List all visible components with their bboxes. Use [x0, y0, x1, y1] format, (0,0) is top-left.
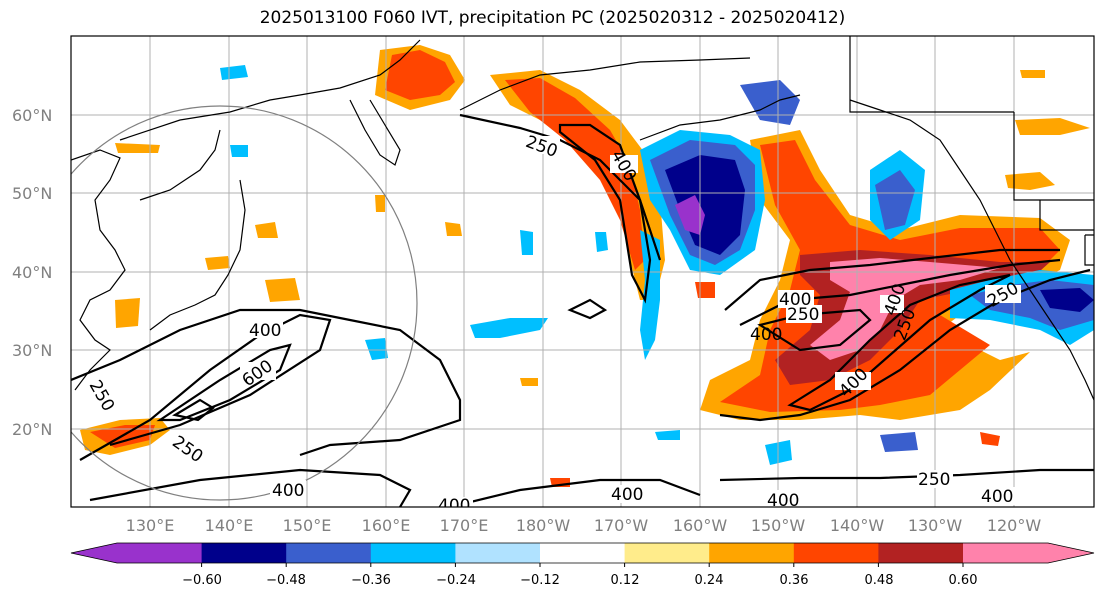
precip-region-lightblue	[230, 145, 248, 157]
precip-region-orange	[520, 378, 538, 386]
colorbar-swatch	[370, 543, 456, 563]
colorbar-tick-label: −0.48	[266, 573, 306, 588]
lon-label: 170°W	[594, 516, 649, 535]
precip-region-orange	[375, 195, 385, 212]
lon-label: 180°W	[516, 516, 571, 535]
lon-label: 140°E	[205, 516, 254, 535]
contour-label: 250	[787, 305, 819, 325]
map-title: 2025013100 F060 IVT, precipitation PC (2…	[259, 8, 846, 28]
colorbar-swatch	[709, 543, 795, 563]
precip-shading	[80, 45, 1094, 487]
lat-axis: 60°N 50°N 40°N 30°N 20°N	[12, 106, 52, 439]
precip-region-blue	[740, 80, 800, 125]
precip-region-red	[980, 432, 1000, 446]
colorbar-tick-label: −0.12	[520, 573, 560, 588]
precip-region-lightblue	[470, 318, 548, 338]
precip-region-orange	[695, 282, 715, 298]
precip-region-lightblue	[640, 230, 660, 360]
colorbar-tick-label: 0.36	[780, 573, 809, 588]
colorbar-swatch	[793, 543, 879, 563]
lon-label: 160°E	[362, 516, 411, 535]
contour-labels	[88, 136, 1021, 507]
colorbar-tick-label: −0.60	[182, 573, 222, 588]
precip-region-orange	[255, 222, 278, 238]
lon-label: 120°W	[987, 516, 1042, 535]
precip-region-orange	[1015, 118, 1090, 135]
precip-region-red	[505, 78, 645, 270]
contour-label: 400	[438, 496, 470, 516]
lon-axis: 130°E 140°E 150°E 160°E 170°E 180°W 170°…	[126, 516, 1042, 535]
lon-label: 150°E	[283, 516, 332, 535]
precip-region-purple	[675, 195, 705, 235]
precip-region-orange	[445, 222, 462, 236]
lon-label: 130°W	[908, 516, 963, 535]
precip-region-orange	[205, 256, 230, 270]
precip-region-navy	[665, 155, 745, 255]
lon-label: 160°W	[673, 516, 728, 535]
lon-label: 140°W	[830, 516, 885, 535]
coastlines	[71, 36, 1094, 401]
colorbar-outline	[70, 542, 1095, 564]
colorbar-tick-label: 0.48	[865, 573, 894, 588]
contour-label: 400	[249, 321, 281, 341]
lon-label: 150°W	[751, 516, 806, 535]
colorbar-tick-label: 0.24	[695, 573, 724, 588]
colorbar-swatch	[455, 543, 541, 563]
precip-region-blue	[880, 432, 918, 452]
contour-label: 400	[750, 325, 782, 345]
graticule	[71, 36, 1094, 507]
precip-region-red	[385, 50, 455, 100]
lat-label: 60°N	[12, 106, 52, 125]
precip-region-orange	[115, 298, 140, 328]
precip-region-lightblue	[220, 65, 248, 80]
precip-region-lightblue	[365, 338, 388, 360]
precip-region-blue	[875, 170, 915, 230]
precip-region-orange	[1005, 172, 1055, 190]
lat-label: 20°N	[12, 420, 52, 439]
contour-label: 400	[767, 491, 799, 511]
contour-label: 250	[918, 470, 950, 490]
colorbar-ticks: −0.60 −0.48 −0.36 −0.24 −0.12 0.12 0.24 …	[182, 573, 977, 588]
map-frame	[70, 35, 1095, 508]
precip-region-lightblue	[520, 230, 533, 255]
precip-region-lightblue	[595, 232, 608, 252]
lon-label: 170°E	[440, 516, 489, 535]
precip-region-lightblue	[655, 430, 680, 440]
colorbar-tick-label: −0.24	[436, 573, 476, 588]
colorbar-swatch	[540, 543, 626, 563]
colorbar-swatch	[624, 543, 710, 563]
range-circle	[71, 105, 418, 501]
lon-label: 130°E	[126, 516, 175, 535]
lat-label: 30°N	[12, 341, 52, 360]
lat-label: 50°N	[12, 184, 52, 203]
precip-region-navy	[1040, 288, 1094, 312]
colorbar-tick-label: −0.36	[351, 573, 391, 588]
contour-label: 400	[981, 487, 1013, 507]
colorbar-swatch	[963, 543, 1094, 563]
colorbar-swatch	[286, 543, 372, 563]
colorbar-swatch	[878, 543, 964, 563]
contour-label: 400	[611, 485, 643, 505]
precip-region-orange	[115, 143, 160, 153]
colorbar-swatch	[201, 543, 287, 563]
contour-label: 400	[272, 481, 304, 501]
ivt-contours	[71, 113, 1094, 507]
lat-label: 40°N	[12, 263, 52, 282]
contour-label: 400	[779, 290, 811, 310]
colorbar-swatch	[71, 543, 202, 563]
colorbar-tick-label: 0.12	[611, 573, 640, 588]
colorbar-tick-label: 0.60	[949, 573, 978, 588]
colorbar	[70, 542, 1095, 567]
precip-region-orange	[265, 278, 300, 302]
precip-region-orange	[1020, 70, 1045, 78]
